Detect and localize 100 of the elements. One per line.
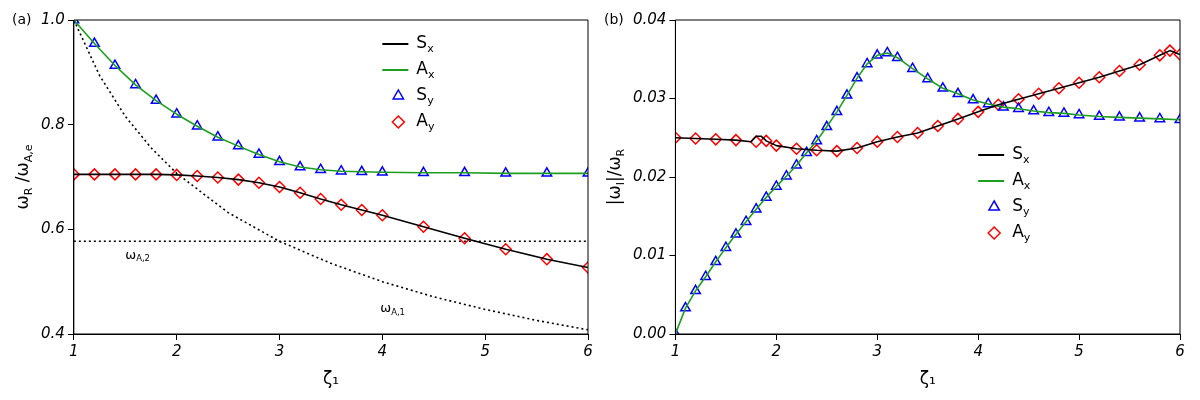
point [810,144,823,157]
point [881,46,893,57]
point [376,166,388,176]
point [709,133,723,146]
point [1043,106,1055,117]
y-tick-label: 1.0 [41,9,65,28]
text: (b) [604,10,624,27]
point [541,167,553,177]
point [191,119,203,130]
point [790,142,803,155]
point [88,37,100,48]
point [376,208,389,222]
point [971,105,985,119]
point [212,130,224,141]
y-tick-label: 0.02 [632,166,667,185]
point [1052,82,1066,95]
point [1073,108,1085,119]
point [740,215,752,226]
y-tick-label: 0.03 [632,88,667,107]
point [211,171,225,184]
x-tick-label: 6 [1175,341,1185,360]
point [171,107,183,118]
point [931,119,945,133]
y-tick-label: 0.8 [41,114,65,133]
point [760,191,772,201]
point [821,120,833,131]
point [907,62,919,73]
y-tick-label: 0.00 [632,323,667,342]
text: (a) [12,10,32,27]
point [232,173,245,186]
point [1093,110,1105,121]
point [992,98,1005,112]
point [759,134,773,148]
point [700,270,712,281]
point [149,168,163,181]
point [690,284,702,295]
point [870,135,884,148]
point [720,241,732,252]
point [150,94,162,105]
point [749,135,763,148]
y-tick-label: 0.01 [632,245,667,264]
point [314,192,327,206]
x-tick-label: 5 [480,341,490,360]
y-axis-title: ωR /ωA,e [12,144,35,210]
x-tick-label: 3 [872,341,883,360]
point [417,166,429,177]
point [780,169,792,180]
point [191,169,204,183]
point [679,301,691,312]
point [232,139,244,150]
point [952,87,964,98]
point [1028,104,1040,115]
point [1153,49,1167,62]
point [315,163,327,174]
point [458,231,471,245]
point [356,165,368,176]
y-axis-title: |ωI|/ωR [604,148,627,206]
point [293,186,307,199]
point [730,228,742,238]
point [273,180,286,194]
point [335,164,347,175]
point [1113,111,1125,121]
point [770,139,783,152]
point [252,176,266,190]
point [951,112,965,126]
point [997,100,1009,111]
point [1133,58,1146,71]
point [459,166,471,177]
x-tick-label: 1 [69,341,79,360]
point [689,132,702,145]
point [967,93,979,104]
point [1058,107,1070,117]
point [499,242,512,256]
x-axis-title: ζ₁ [322,368,339,389]
point [1134,111,1146,122]
point [500,167,512,177]
y-tick-label: 0.4 [41,323,65,342]
point [1093,71,1106,84]
point [801,146,813,157]
point [891,51,903,62]
point [1072,76,1086,90]
point [294,160,306,171]
x-tick-label: 2 [771,341,782,360]
point [861,57,873,68]
point [790,158,803,169]
point [1012,93,1025,106]
point [922,72,934,83]
point [540,252,554,266]
x-tick-label: 3 [274,341,285,360]
point [253,148,265,158]
point [831,105,843,116]
point [982,97,994,108]
point [130,78,142,89]
point [871,49,883,59]
x-tick-label: 4 [973,341,983,360]
point [830,144,844,158]
y-tick-label: 0.6 [41,219,65,238]
point [891,130,904,144]
point [274,155,286,166]
x-tick-label: 6 [583,341,593,360]
